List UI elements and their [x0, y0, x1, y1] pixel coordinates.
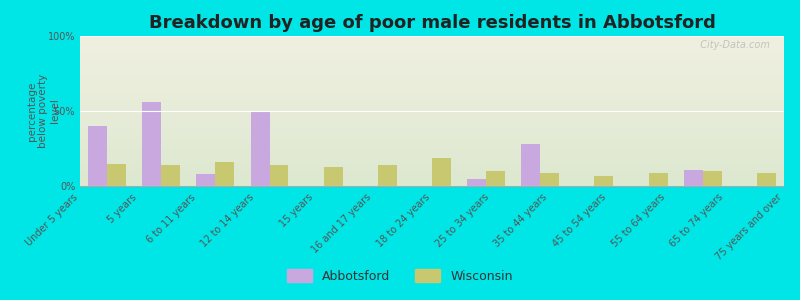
Bar	[522, 144, 540, 186]
Bar	[197, 174, 215, 186]
Text: 18 to 24 years: 18 to 24 years	[375, 192, 432, 249]
Bar	[486, 171, 505, 186]
Text: 75 years and over: 75 years and over	[714, 192, 784, 262]
Text: 12 to 14 years: 12 to 14 years	[199, 192, 256, 249]
Text: City-Data.com: City-Data.com	[694, 40, 770, 50]
Bar	[270, 165, 289, 186]
Bar	[432, 158, 451, 186]
Bar	[215, 162, 234, 186]
Bar	[540, 172, 559, 186]
Bar	[107, 164, 126, 186]
Bar	[649, 172, 667, 186]
Text: 55 to 64 years: 55 to 64 years	[610, 192, 666, 249]
Text: 45 to 54 years: 45 to 54 years	[551, 192, 608, 249]
Title: Breakdown by age of poor male residents in Abbotsford: Breakdown by age of poor male residents …	[149, 14, 715, 32]
Text: 65 to 74 years: 65 to 74 years	[668, 192, 726, 249]
Bar	[88, 126, 107, 186]
Text: 15 years: 15 years	[278, 192, 314, 229]
Text: 5 years: 5 years	[106, 192, 138, 225]
Bar	[162, 165, 180, 186]
Text: 25 to 34 years: 25 to 34 years	[434, 192, 490, 249]
Bar	[250, 111, 270, 186]
Bar	[324, 167, 342, 186]
Text: Under 5 years: Under 5 years	[24, 192, 80, 248]
Bar	[467, 178, 486, 186]
Text: 16 and 17 years: 16 and 17 years	[310, 192, 374, 255]
Bar	[757, 172, 776, 186]
Y-axis label: percentage
below poverty
level: percentage below poverty level	[27, 74, 60, 148]
Legend: Abbotsford, Wisconsin: Abbotsford, Wisconsin	[282, 264, 518, 288]
Bar	[142, 102, 162, 186]
Text: 6 to 11 years: 6 to 11 years	[145, 192, 198, 244]
Text: 35 to 44 years: 35 to 44 years	[492, 192, 550, 249]
Bar	[594, 176, 614, 186]
Bar	[684, 169, 702, 186]
Bar	[702, 171, 722, 186]
Bar	[378, 165, 397, 186]
